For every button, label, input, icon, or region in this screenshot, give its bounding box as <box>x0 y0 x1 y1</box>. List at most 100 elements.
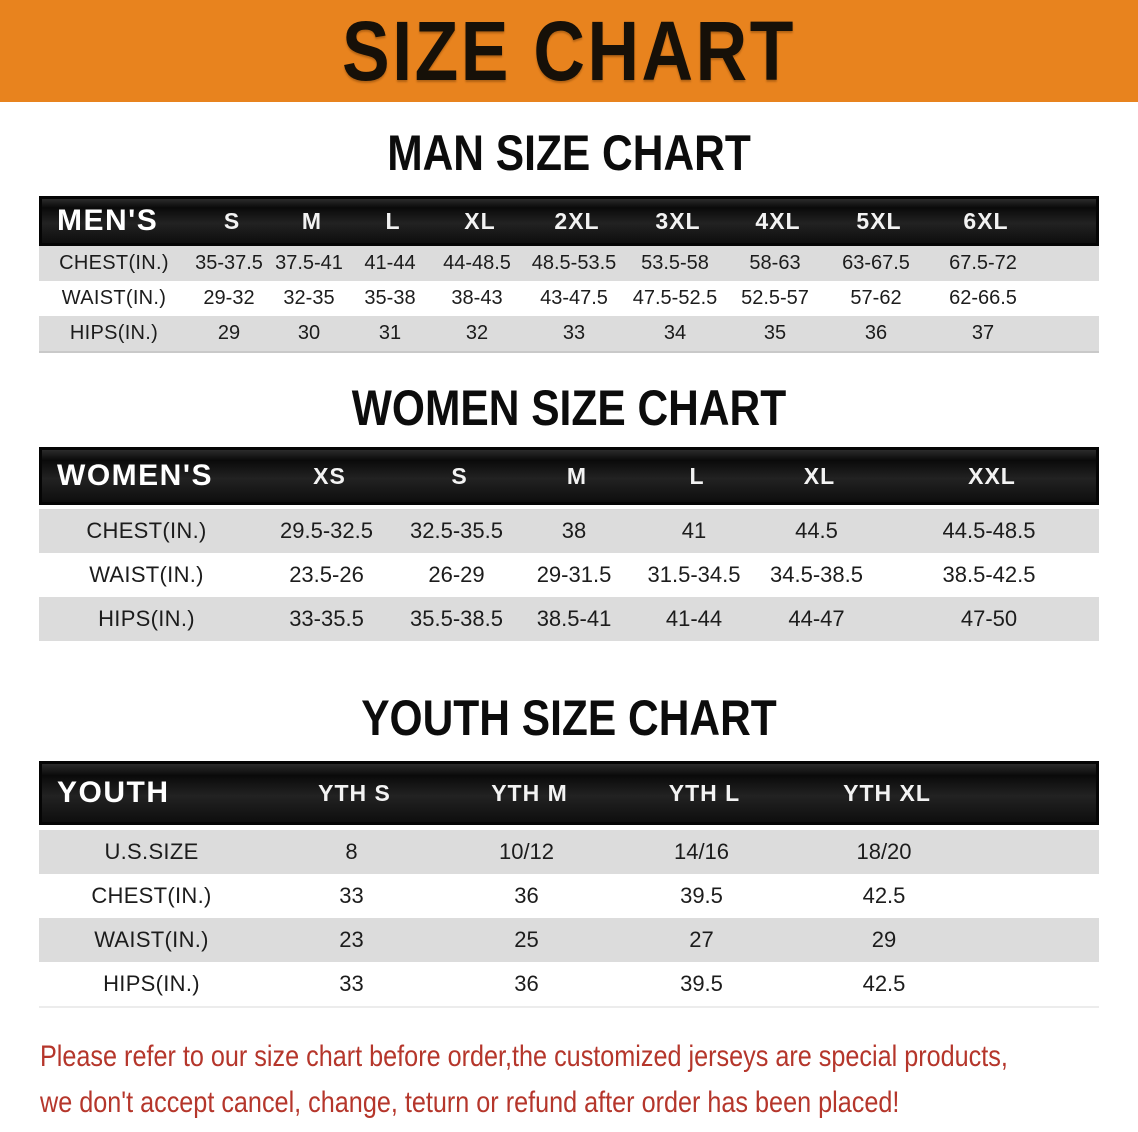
size-cell: 23 <box>339 927 364 952</box>
size-cell: 48.5-53.5 <box>531 252 617 274</box>
women-col-header: XL <box>803 462 836 489</box>
row-label: HIPS(IN.) <box>103 971 200 996</box>
size-cell: 38.5-42.5 <box>942 562 1036 587</box>
size-cell: 35.5-38.5 <box>410 606 503 631</box>
size-cell: 42.5 <box>862 883 906 908</box>
size-cell: 32-35 <box>283 287 335 309</box>
men-col-header: S <box>223 207 241 234</box>
filler-cell <box>1039 316 1099 351</box>
women-group-label: WOMEN'S <box>57 459 213 492</box>
filler-cell <box>979 874 1099 918</box>
size-chart-content: MAN SIZE CHART MEN'S S M L XL 2XL 3XL 4X… <box>0 126 1138 1126</box>
size-cell: 14/16 <box>673 839 730 864</box>
youth-size-table: YOUTH YTH S YTH M YTH L YTH XL U.S.SIZE … <box>39 761 1099 1008</box>
men-col-header: XL <box>464 207 496 234</box>
row-label: U.S.SIZE <box>104 839 199 864</box>
row-label: CHEST(IN.) <box>86 518 207 543</box>
size-cell: 39.5 <box>680 971 723 996</box>
row-label: CHEST(IN.) <box>59 252 169 274</box>
size-cell: 42.5 <box>862 971 906 996</box>
size-cell: 39.5 <box>680 883 723 908</box>
women-table-header-row: WOMEN'S XS S M L XL XXL <box>39 447 1099 505</box>
size-cell: 41-44 <box>665 606 723 631</box>
size-cell: 29-32 <box>203 287 255 309</box>
size-cell: 35 <box>763 322 787 344</box>
men-waist-row: WAIST(IN.) 29-32 32-35 35-38 38-43 43-47… <box>39 281 1099 316</box>
size-cell: 33 <box>339 971 364 996</box>
women-section-heading: WOMEN SIZE CHART <box>351 380 787 436</box>
size-cell: 32 <box>465 322 489 344</box>
youth-hips-row: HIPS(IN.) 33 36 39.5 42.5 <box>39 962 1099 1006</box>
size-cell: 47-50 <box>960 606 1018 631</box>
size-cell: 44-48.5 <box>443 252 511 274</box>
size-cell: 62-66.5 <box>949 287 1017 309</box>
disclaimer-line-2: we don't accept cancel, change, teturn o… <box>40 1085 900 1119</box>
size-cell: 30 <box>297 322 321 344</box>
size-cell: 37.5-41 <box>275 252 343 274</box>
youth-section-heading: YOUTH SIZE CHART <box>361 690 777 746</box>
size-cell: 33-35.5 <box>289 606 364 631</box>
youth-col-header: YTH M <box>491 779 568 806</box>
filler-cell <box>979 918 1099 962</box>
filler-cell <box>979 962 1099 1006</box>
women-chest-row: CHEST(IN.) 29.5-32.5 32.5-35.5 38 41 44.… <box>39 509 1099 553</box>
men-col-header: 6XL <box>963 207 1009 234</box>
size-cell: 47.5-52.5 <box>632 287 718 309</box>
header-filler-cell <box>1042 199 1102 243</box>
row-label: WAIST(IN.) <box>94 927 209 952</box>
size-cell: 33 <box>562 322 586 344</box>
size-cell: 53.5-58 <box>641 252 709 274</box>
size-cell: 57-62 <box>850 287 902 309</box>
men-col-header: 2XL <box>554 207 600 234</box>
women-waist-row: WAIST(IN.) 23.5-26 26-29 29-31.5 31.5-34… <box>39 553 1099 597</box>
disclaimer: Please refer to our size chart before or… <box>40 1034 1107 1126</box>
size-cell: 43-47.5 <box>540 287 608 309</box>
men-group-label: MEN'S <box>57 204 159 237</box>
banner: SIZE CHART <box>0 0 1138 102</box>
women-size-table: WOMEN'S XS S M L XL XXL CHEST(IN.) 29.5-… <box>39 447 1099 641</box>
men-col-header: M <box>301 207 323 234</box>
size-cell: 31 <box>378 322 402 344</box>
men-size-table: MEN'S S M L XL 2XL 3XL 4XL 5XL 6XL CHEST… <box>39 196 1099 353</box>
women-hips-row: HIPS(IN.) 33-35.5 35.5-38.5 38.5-41 41-4… <box>39 597 1099 641</box>
size-cell: 41 <box>681 518 707 543</box>
size-cell: 35-38 <box>364 287 416 309</box>
size-cell: 44.5-48.5 <box>942 518 1036 543</box>
size-cell: 29 <box>871 927 897 952</box>
youth-table-header-row: YOUTH YTH S YTH M YTH L YTH XL <box>39 761 1099 825</box>
row-label: WAIST(IN.) <box>61 287 167 309</box>
men-chest-row: CHEST(IN.) 35-37.5 37.5-41 41-44 44-48.5… <box>39 246 1099 281</box>
size-cell: 37 <box>971 322 995 344</box>
size-cell: 18/20 <box>856 839 912 864</box>
size-cell: 8 <box>345 839 358 864</box>
men-hips-row: HIPS(IN.) 29 30 31 32 33 34 35 36 37 <box>39 316 1099 351</box>
men-col-header: 4XL <box>755 207 801 234</box>
youth-col-header: YTH L <box>668 779 741 806</box>
youth-col-header: YTH S <box>318 779 391 806</box>
size-cell: 44-47 <box>788 606 845 631</box>
youth-col-header: YTH XL <box>843 779 931 806</box>
row-label: CHEST(IN.) <box>91 883 212 908</box>
size-cell: 33 <box>339 883 364 908</box>
size-cell: 36 <box>514 883 539 908</box>
size-cell: 27 <box>689 927 714 952</box>
header-filler-cell <box>982 764 1102 822</box>
row-label: HIPS(IN.) <box>98 606 195 631</box>
size-cell: 36 <box>514 971 539 996</box>
size-cell: 23.5-26 <box>289 562 364 587</box>
youth-chest-row: CHEST(IN.) 33 36 39.5 42.5 <box>39 874 1099 918</box>
size-cell: 29.5-32.5 <box>280 518 373 543</box>
men-col-header: 5XL <box>856 207 902 234</box>
size-cell: 44.5 <box>795 518 838 543</box>
size-cell: 63-67.5 <box>842 252 910 274</box>
row-label: HIPS(IN.) <box>69 322 159 344</box>
filler-cell <box>979 830 1099 874</box>
women-col-header: XXL <box>968 462 1016 489</box>
men-table-header-row: MEN'S S M L XL 2XL 3XL 4XL 5XL 6XL <box>39 196 1099 246</box>
men-section-heading: MAN SIZE CHART <box>387 125 751 181</box>
youth-group-label: YOUTH <box>57 776 170 809</box>
filler-cell <box>1039 281 1099 316</box>
filler-cell <box>1039 246 1099 281</box>
youth-waist-row: WAIST(IN.) 23 25 27 29 <box>39 918 1099 962</box>
youth-ussize-row: U.S.SIZE 8 10/12 14/16 18/20 <box>39 830 1099 874</box>
